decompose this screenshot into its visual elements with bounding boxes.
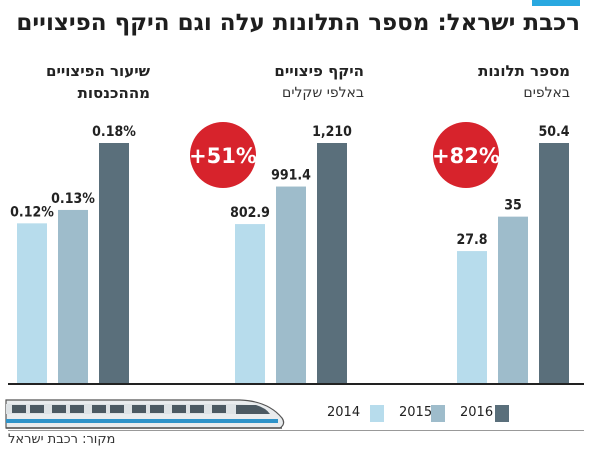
legend-swatch-2015 <box>431 405 445 422</box>
panel-compensation-subtitle: באלפי שקלים <box>282 85 364 101</box>
change-badge-complaints <box>433 122 499 188</box>
panel-rate-title: שיעור הפיצויים <box>46 62 150 80</box>
bar-rate-2015 <box>58 209 88 384</box>
change-badge-compensation <box>190 122 256 188</box>
accent-bar <box>532 0 580 6</box>
data-label-complaints-2014: 27.8 <box>456 232 487 248</box>
source-note: מקור: רכבת ישראל <box>8 432 116 447</box>
panel-complaints-title: מספר תלונות <box>478 62 570 80</box>
bar-rate-2014 <box>17 223 47 384</box>
change-badge-label-compensation: +51% <box>189 144 257 168</box>
data-label-rate-2014: 0.12% <box>10 204 54 220</box>
legend-label-2014: 2014 <box>327 405 361 420</box>
legend-swatch-2014 <box>370 405 384 422</box>
bottom-rule <box>8 430 584 431</box>
bar-rate-2016 <box>99 143 129 384</box>
bar-compensation-2016 <box>317 143 347 384</box>
data-label-compensation-2016: 1,210 <box>312 124 352 140</box>
panel-compensation-title: היקף פיצויים <box>274 62 364 80</box>
change-badge-label-complaints: +82% <box>432 144 500 168</box>
legend-label-2016: 2016 <box>460 405 494 420</box>
bar-complaints-2016 <box>539 143 569 384</box>
data-label-rate-2016: 0.18% <box>92 124 136 140</box>
data-label-complaints-2016: 50.4 <box>538 124 569 140</box>
bar-compensation-2014 <box>235 224 265 384</box>
bar-complaints-2014 <box>457 251 487 384</box>
legend-swatch-2016 <box>495 405 509 422</box>
legend-label-2015: 2015 <box>399 405 433 420</box>
data-label-compensation-2015: 991.4 <box>271 168 311 184</box>
data-label-compensation-2014: 802.9 <box>230 205 270 221</box>
panel-complaints-subtitle: באלפים <box>523 85 570 101</box>
data-label-rate-2015: 0.13% <box>51 191 95 207</box>
bar-compensation-2015 <box>276 186 306 384</box>
bar-complaints-2015 <box>498 216 528 384</box>
train-illustration <box>5 399 285 429</box>
data-label-complaints-2015: 35 <box>504 198 522 214</box>
chart-title: רכבת ישראל: מספר התלונות עלה וגם היקף הפ… <box>16 10 580 36</box>
panel-rate-subtitle: מההכנסות <box>77 84 150 102</box>
